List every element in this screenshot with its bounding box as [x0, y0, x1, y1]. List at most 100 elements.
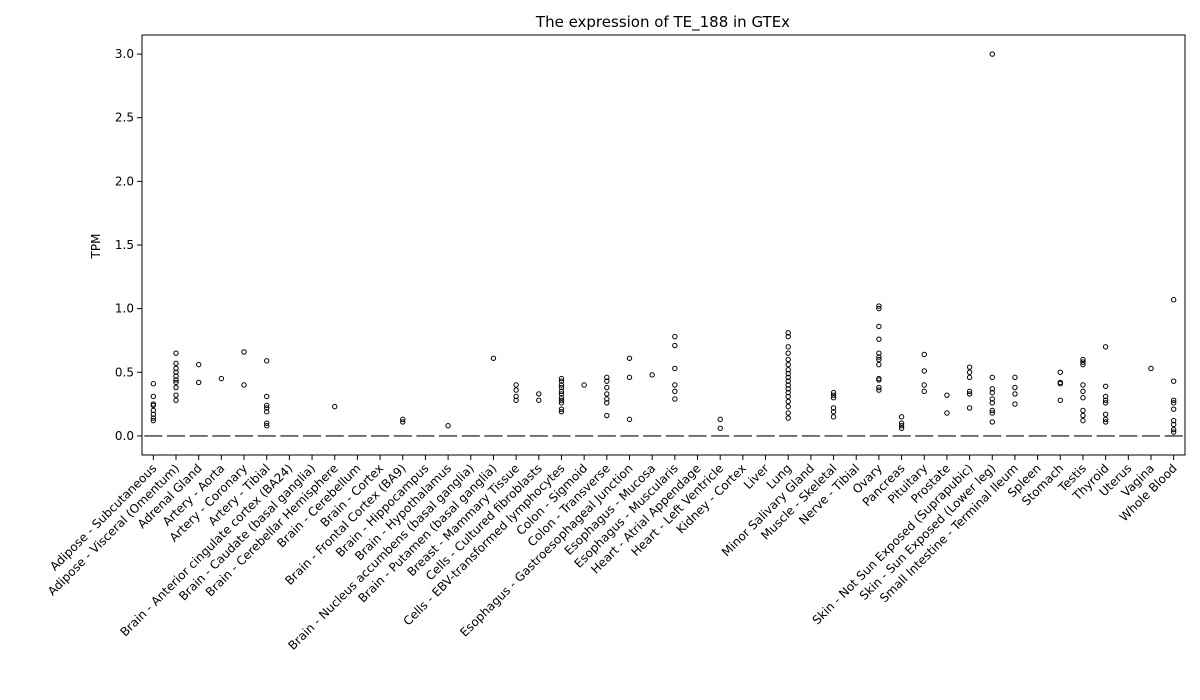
outlier-point — [672, 342, 678, 349]
outlier-point — [1102, 397, 1109, 403]
outlier-point — [604, 400, 610, 406]
outlier-point — [785, 367, 791, 373]
outlier-point — [604, 391, 610, 397]
y-axis-label: TPM — [89, 234, 103, 260]
outlier-point — [785, 389, 791, 396]
outlier-point — [1080, 356, 1086, 363]
outlier-point — [672, 388, 678, 395]
outlier-point — [400, 419, 406, 425]
y-tick-label: 2.5 — [115, 111, 134, 125]
outlier-point — [513, 382, 519, 388]
outlier-point — [218, 375, 225, 382]
outlier-point — [264, 402, 270, 409]
outlier-point — [921, 388, 927, 395]
outlier-point — [966, 388, 973, 395]
outlier-point — [1057, 397, 1063, 403]
outlier-point — [604, 374, 610, 381]
outlier-point — [830, 414, 837, 420]
outlier-point — [558, 395, 565, 401]
chart-title: The expression of TE_188 in GTEx — [535, 13, 790, 32]
outlier-point — [173, 397, 179, 403]
outlier-point — [1102, 416, 1109, 423]
outlier-point — [785, 344, 791, 350]
x-tick-label: Liver — [741, 461, 772, 492]
outlier-point — [1170, 429, 1177, 435]
outlier-point — [944, 392, 950, 398]
outlier-point — [173, 369, 179, 375]
outlier-point — [604, 396, 610, 402]
outlier-point — [785, 403, 791, 410]
y-tick-label: 0.5 — [115, 365, 134, 379]
outlier-point — [1080, 407, 1086, 414]
outlier-point — [876, 377, 882, 383]
plot-area-frame — [141, 34, 1186, 456]
outlier-point — [966, 369, 973, 375]
outlier-point — [785, 386, 791, 392]
outlier-point — [1080, 359, 1086, 365]
outlier-point — [785, 330, 791, 336]
outlier-point — [921, 368, 927, 374]
outlier-point — [1012, 391, 1018, 397]
outlier-point — [876, 303, 882, 309]
outlier-point — [1102, 419, 1109, 425]
outlier-point — [150, 393, 157, 400]
outlier-point — [672, 333, 678, 340]
outlier-point — [1080, 395, 1086, 401]
outlier-point — [989, 396, 995, 402]
outlier-point — [830, 395, 837, 401]
outlier-point — [264, 409, 270, 415]
outlier-point — [581, 382, 587, 388]
outlier-point — [989, 389, 995, 396]
outlier-point — [558, 406, 565, 412]
outlier-point — [989, 419, 995, 425]
outlier-point — [1102, 411, 1109, 417]
outlier-point — [785, 378, 791, 384]
outlier-point — [536, 391, 542, 397]
outlier-point — [785, 370, 791, 377]
outlier-point — [332, 403, 338, 410]
outlier-point — [241, 382, 247, 388]
outlier-point — [830, 409, 837, 415]
y-tick-label: 3.0 — [115, 47, 134, 61]
outlier-point — [876, 354, 882, 360]
outlier-point — [558, 391, 565, 397]
outlier-point — [966, 374, 973, 381]
outlier-point — [195, 361, 202, 368]
outlier-point — [830, 389, 837, 396]
outlier-point — [150, 402, 157, 409]
outlier-point — [150, 415, 157, 421]
outlier-point — [785, 350, 791, 356]
outlier-point — [558, 375, 565, 382]
outlier-point — [513, 393, 519, 400]
outlier-point — [1170, 397, 1177, 403]
outlier-point — [989, 374, 995, 381]
y-tick-label: 1.5 — [115, 238, 134, 252]
outlier-point — [672, 382, 678, 388]
outlier-point — [876, 384, 882, 391]
outlier-point — [649, 372, 655, 378]
outlier-point — [1102, 344, 1109, 350]
outlier-point — [626, 355, 633, 361]
outlier-point — [717, 425, 723, 431]
outlier-point — [558, 378, 565, 384]
outlier-point — [672, 365, 678, 372]
outlier-point — [1012, 384, 1018, 391]
outlier-point — [150, 381, 157, 387]
outlier-point — [989, 407, 995, 414]
outlier-point — [785, 410, 791, 416]
outlier-point — [876, 361, 882, 368]
outlier-point — [1012, 374, 1018, 381]
outlier-point — [898, 414, 905, 420]
outlier-point — [264, 358, 270, 364]
outlier-point — [490, 355, 497, 361]
x-tick-label: Adipose - Visceral (Omentum) — [45, 461, 182, 598]
outlier-point — [785, 415, 791, 421]
outlier-point — [558, 388, 565, 395]
outlier-point — [150, 417, 157, 424]
outlier-point — [785, 333, 791, 340]
outlier-point — [966, 364, 973, 370]
outlier-point — [921, 351, 927, 358]
outlier-point — [1102, 383, 1109, 389]
outlier-point — [1102, 400, 1109, 406]
